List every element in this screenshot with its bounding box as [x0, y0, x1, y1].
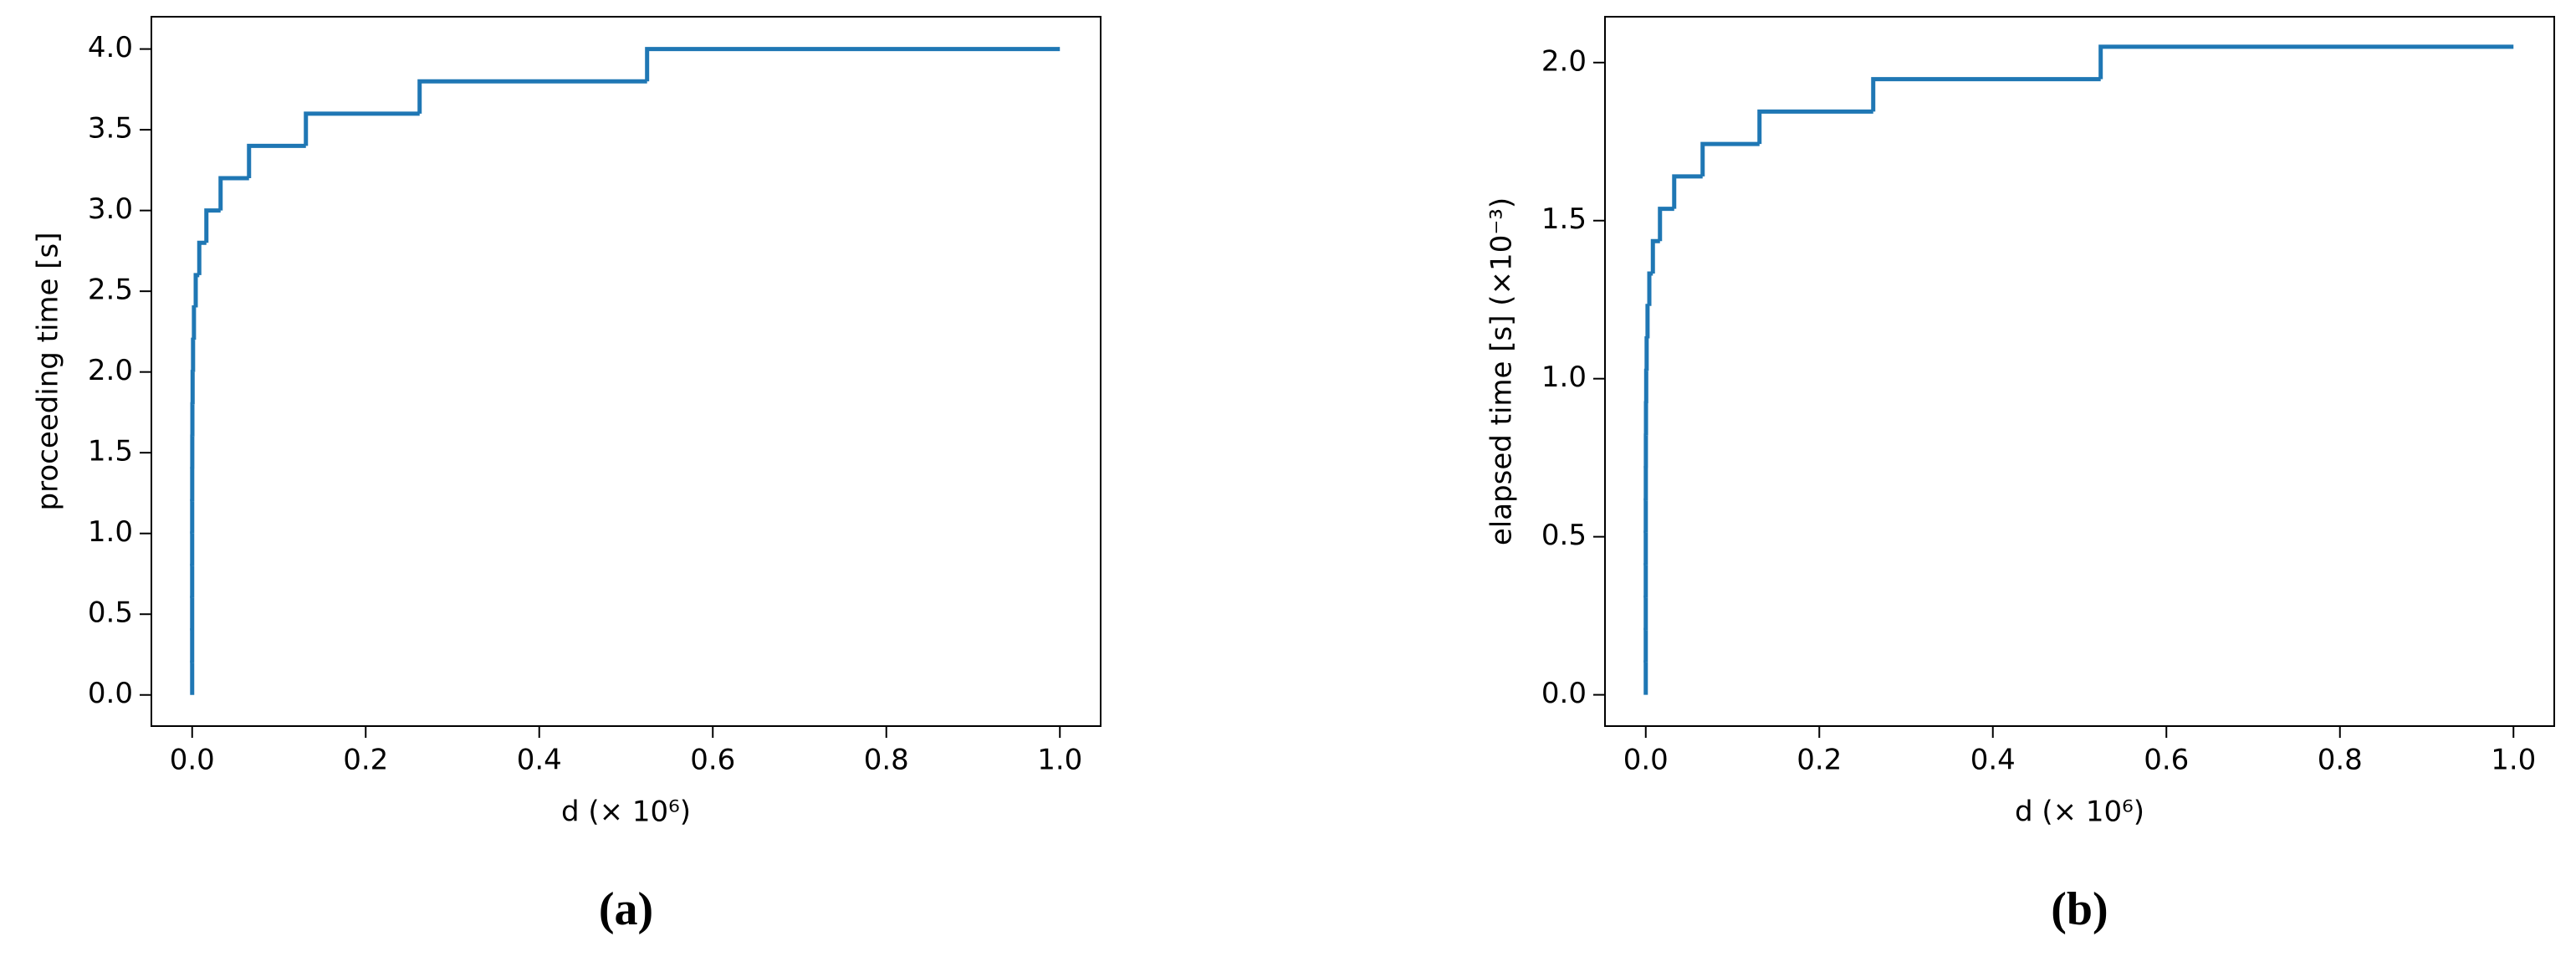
step-segment: [204, 208, 221, 243]
step-segment: [1650, 238, 1660, 274]
step-segment: [192, 304, 197, 340]
y-tick-label: 0.0: [1541, 677, 1587, 710]
y-tick-label: 3.0: [88, 192, 133, 226]
x-tick-label: 0.2: [1797, 744, 1842, 777]
x-tick-label: 0.6: [2144, 744, 2189, 777]
step-segment: [1643, 368, 1648, 403]
x-tick-label: 0.2: [343, 744, 388, 777]
y-axis-label: proceeding time [s]: [32, 233, 65, 511]
x-tick-label: 1.0: [2491, 744, 2536, 777]
y-tick-label: 1.5: [88, 435, 133, 468]
y-tick-label: 2.0: [1541, 44, 1587, 78]
step-segment: [1757, 109, 1873, 145]
panel-label: (b): [2051, 883, 2108, 935]
y-tick-label: 0.0: [88, 677, 133, 710]
y-tick-label: 4.0: [88, 31, 133, 64]
step-segment: [247, 143, 306, 179]
y-tick-label: 0.5: [88, 596, 133, 630]
y-tick-label: 1.0: [88, 515, 133, 549]
step-segment: [1644, 336, 1649, 371]
step-segment: [645, 47, 1061, 82]
step-segment: [218, 176, 249, 211]
x-tick-label: 0.0: [1623, 744, 1669, 777]
x-tick-label: 0.4: [517, 744, 562, 777]
step-segment: [193, 273, 200, 308]
step-segment: [304, 111, 420, 146]
y-tick-label: 1.0: [1541, 361, 1587, 394]
x-axis-label: d (× 10⁶): [2015, 796, 2144, 829]
x-tick-label: 0.6: [690, 744, 735, 777]
y-tick-label: 1.5: [1541, 202, 1587, 236]
x-tick-label: 1.0: [1037, 744, 1082, 777]
y-axis-label: elapsed time [s] (×10⁻³): [1485, 197, 1519, 545]
x-tick-label: 0.8: [864, 744, 909, 777]
y-tick-label: 0.5: [1541, 519, 1587, 552]
y-tick-label: 2.5: [88, 274, 133, 307]
x-tick-label: 0.8: [2318, 744, 2363, 777]
step-segment: [1647, 271, 1653, 306]
step-segment: [1871, 77, 2101, 112]
x-axis-label: d (× 10⁶): [561, 796, 691, 829]
panel-label: (a): [599, 883, 653, 935]
y-tick-label: 3.5: [88, 112, 133, 146]
step-segment: [1700, 141, 1760, 177]
step-segment: [190, 370, 195, 405]
x-tick-label: 0.0: [170, 744, 215, 777]
plot-frame: [1604, 16, 2555, 727]
x-tick-label: 0.4: [1970, 744, 2016, 777]
step-segment: [1658, 207, 1674, 242]
step-segment: [191, 337, 196, 372]
plot-frame: [151, 16, 1101, 727]
step-segment: [1672, 174, 1703, 209]
step-segment: [2098, 44, 2514, 79]
step-segment: [1645, 304, 1650, 339]
step-segment: [417, 79, 647, 114]
y-tick-label: 2.0: [88, 354, 133, 387]
step-segment: [197, 240, 207, 275]
